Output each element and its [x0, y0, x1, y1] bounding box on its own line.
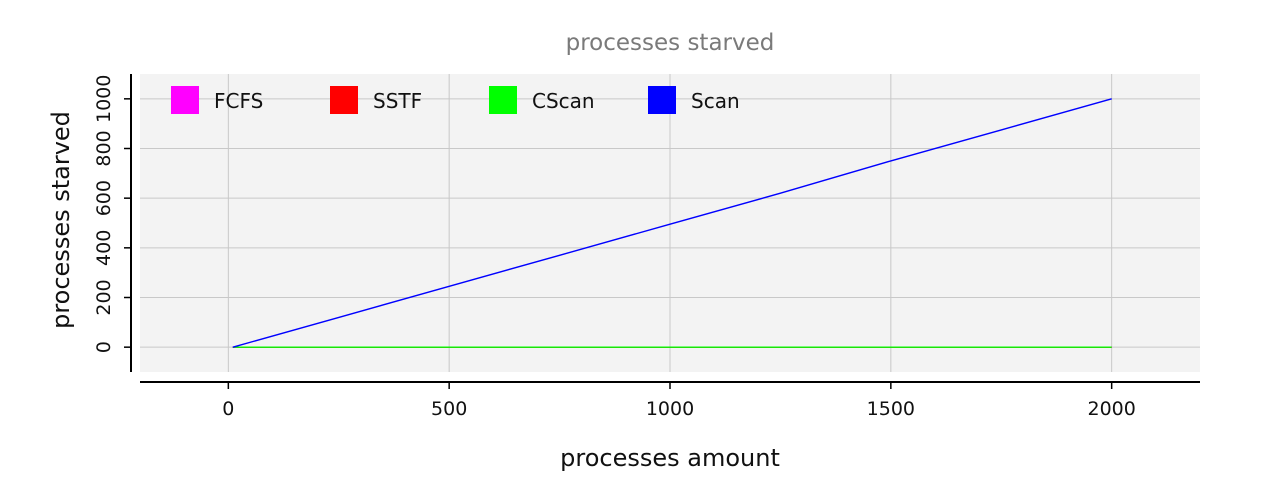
legend-label-scan: Scan [691, 89, 740, 113]
series-layer [232, 98, 1112, 348]
x-tick-label: 1000 [646, 398, 694, 420]
x-tick-label: 1500 [867, 398, 915, 420]
x-tick-label: 0 [222, 398, 234, 420]
chart-title: processes starved [566, 30, 775, 56]
x-tick-label: 500 [431, 398, 467, 420]
y-tick-label: 1000 [93, 75, 115, 123]
x-tick-label: 2000 [1087, 398, 1135, 420]
y-axis-label: processes starved [47, 111, 75, 329]
legend-swatch-sstf [330, 86, 358, 114]
legend-label-fcfs: FCFS [214, 89, 263, 113]
y-tick-label: 200 [93, 279, 115, 315]
y-axis-ticks: 0 200 400 600 800 1000 [93, 75, 131, 353]
legend-swatch-cscan [489, 86, 517, 114]
y-tick-label: 0 [93, 341, 115, 353]
y-tick-label: 600 [93, 180, 115, 216]
y-tick-label: 400 [93, 230, 115, 266]
legend-label-sstf: SSTF [373, 89, 422, 113]
series-line-scan [232, 98, 1112, 348]
legend-label-cscan: CScan [532, 89, 595, 113]
y-tick-label: 800 [93, 130, 115, 166]
x-axis-ticks: 0 500 1000 1500 2000 [222, 382, 1136, 420]
legend-swatch-scan [648, 86, 676, 114]
x-axis-label: processes amount [560, 444, 780, 472]
legend: FCFS SSTF CScan Scan [171, 86, 740, 114]
legend-swatch-fcfs [171, 86, 199, 114]
